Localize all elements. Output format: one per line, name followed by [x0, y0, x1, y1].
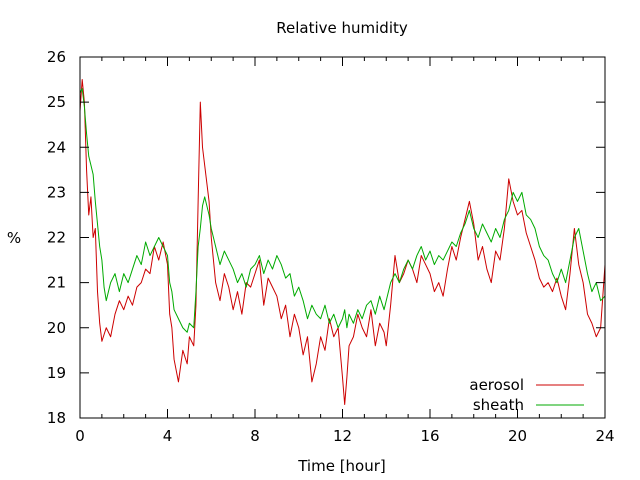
y-tick-label: 22 — [47, 229, 66, 247]
x-tick-label: 12 — [333, 427, 352, 445]
series-layer — [79, 79, 606, 405]
legend-label-aerosol: aerosol — [469, 376, 524, 394]
series-line-sheath — [79, 88, 606, 333]
y-tick-label: 23 — [47, 183, 66, 201]
x-tick-label: 0 — [75, 427, 85, 445]
series-line-aerosol — [79, 79, 606, 405]
x-tick-label: 8 — [250, 427, 260, 445]
y-tick-label: 19 — [47, 364, 66, 382]
tick-labels: 0 4 8 12 16 20 24 18 19 20 21 22 23 24 25 26 — [47, 48, 615, 445]
y-axis-label: % — [7, 229, 21, 247]
x-tick-label: 20 — [508, 427, 527, 445]
chart-title: Relative humidity — [276, 19, 408, 37]
legend: aerosol sheath — [469, 376, 584, 414]
y-tick-label: 21 — [47, 274, 66, 292]
y-tick-label: 26 — [47, 48, 66, 66]
y-tick-label: 25 — [47, 93, 66, 111]
y-tick-label: 24 — [47, 138, 66, 156]
plot-frame — [79, 56, 606, 419]
legend-label-sheath: sheath — [473, 396, 524, 414]
x-tick-label: 16 — [420, 427, 439, 445]
x-tick-label: 24 — [595, 427, 614, 445]
y-tick-label: 18 — [47, 409, 66, 427]
x-tick-label: 4 — [163, 427, 173, 445]
x-axis-label: Time [hour] — [297, 457, 386, 475]
y-tick-label: 20 — [47, 319, 66, 337]
